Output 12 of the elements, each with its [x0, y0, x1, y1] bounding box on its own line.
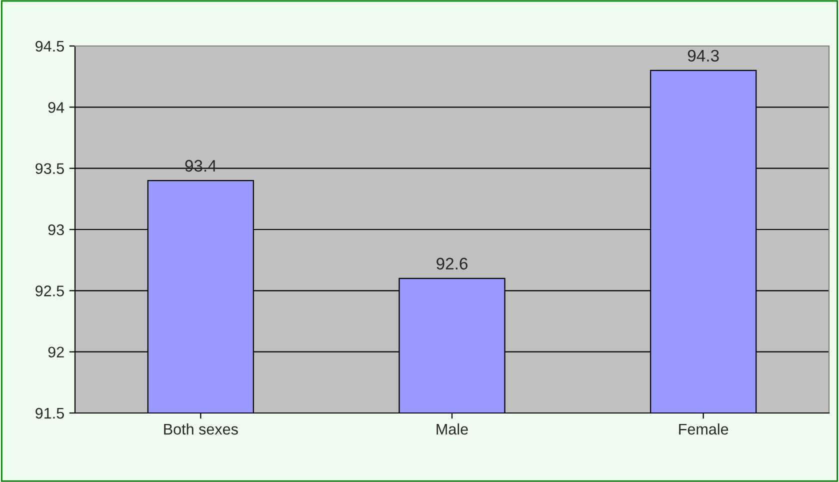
y-tick-label: 93.5 — [36, 163, 64, 174]
y-tick-label: 94 — [48, 102, 64, 113]
y-tick-label: 93 — [48, 224, 64, 236]
x-tick-label: Female — [679, 423, 728, 435]
x-tick-label: Male — [436, 423, 468, 435]
x-tick-label: Both sexes — [164, 423, 238, 435]
data-label: 92.6 — [436, 258, 468, 270]
y-tick-label: 92 — [48, 346, 64, 358]
y-tick-label: 94.5 — [36, 40, 64, 52]
y-tick-label: 91.5 — [36, 408, 64, 419]
data-label: 94.3 — [688, 50, 719, 62]
y-tick-label: 92.5 — [36, 286, 64, 296]
